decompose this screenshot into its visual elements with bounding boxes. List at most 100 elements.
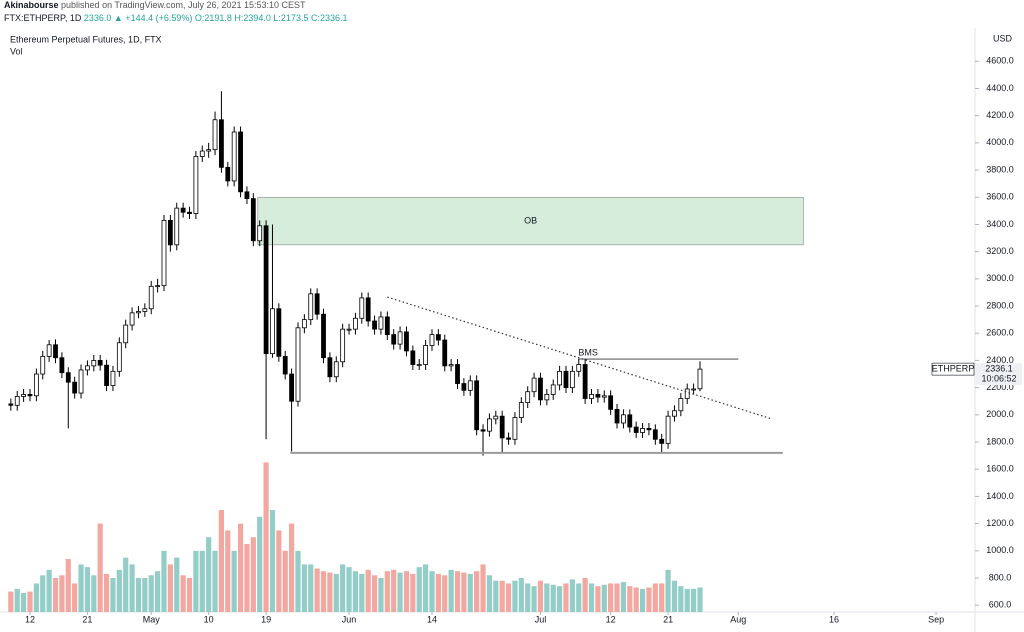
volume-bar [21,592,27,612]
volume-bar [544,583,550,612]
candle-body [525,391,531,403]
candle-body [206,149,212,152]
volume-bar [486,575,493,612]
volume-bar [403,571,410,612]
volume-bar [308,564,314,612]
candle-body [595,394,601,398]
y-tick-label: 4200.0 [986,110,1014,120]
candle-body [633,426,639,433]
volume-bar [442,575,448,612]
candle-body [455,364,460,384]
candle-body [672,410,677,417]
volume-bar [371,575,378,612]
candle-body [27,394,33,397]
volume-label: Vol [10,46,23,56]
volume-bar [391,569,397,612]
volume-bar [340,564,346,612]
y-tick-label: 4600.0 [986,56,1014,66]
x-tick-label: 10 [204,614,214,624]
candle-body [333,361,339,378]
volume-bar [505,583,512,612]
x-tick-label: 19 [261,614,271,624]
ticker-box [931,362,975,376]
volume-bar [665,569,671,612]
y-tick-label: 3200.0 [986,246,1014,256]
volume-bar [365,569,371,612]
candle-body [340,328,346,363]
volume-bar [480,564,486,612]
volume-bar [52,578,59,612]
volume-bar [684,588,690,612]
y-tick-label: 3000.0 [986,273,1014,283]
y-tick-label: 2200.0 [986,382,1014,392]
volume-bar [461,572,467,612]
ticker-label: ETHPERP [932,363,975,373]
candle-body [308,293,314,321]
y-tick-label: 3800.0 [986,164,1014,174]
candle-body [621,414,626,424]
candle-body [155,285,161,288]
candle-body [429,334,435,346]
volume-bar [269,510,276,612]
header: Akinabourse published on TradingView.com… [4,0,306,10]
volume-bar [225,530,231,612]
y-tick-label: 600.0 [989,600,1012,610]
candle-body [544,394,550,401]
candle-body [461,383,467,391]
candle-body [346,328,352,331]
candle-body [365,297,371,322]
x-tick-label: 21 [663,614,673,624]
x-tick-label: 12 [606,614,616,624]
volume-bar [691,588,697,612]
volume-bar [212,550,218,612]
volume-bar [8,591,14,612]
volume-bar [410,573,416,612]
volume-bar [180,575,186,612]
candle-body [538,377,543,401]
volume-bar [639,588,646,612]
candle-body [116,342,122,372]
ob-label: OB [524,215,537,225]
volume-bar [167,564,173,612]
candle-body [276,308,282,357]
candle-body [589,394,594,399]
volume-bar [576,583,582,612]
candle-body [270,308,275,355]
candle-body [123,324,129,344]
volume-bar [78,564,84,612]
candle-body [78,369,84,394]
candle-body [353,317,358,330]
candle-body [97,360,103,366]
volume-bar [295,550,301,612]
volume-bar [333,573,339,612]
volume-bar [493,580,499,612]
candle-body [659,438,665,444]
candle-body [518,402,524,418]
candle-body [282,355,288,375]
candle-body [295,327,301,402]
candle-body [161,219,167,287]
volume-bar [397,572,403,612]
volume-bar [59,575,65,612]
volume-bar [467,573,473,612]
candle-body [550,384,556,395]
candle-body [136,311,141,314]
candle-body [563,370,569,389]
volume-bar [697,587,703,612]
volume-bar [129,564,135,612]
candle-body [480,429,486,432]
volume-bar [155,571,161,612]
volume-bar [525,583,531,612]
publisher: Akinabourse [4,0,59,10]
candle-body [289,373,295,402]
volume-bar [569,579,575,612]
candle-body [53,344,58,359]
volume-bar [550,584,556,612]
volume-bar [352,571,359,612]
candle-body [391,334,397,345]
candle-body [110,370,116,386]
volume-bar [174,557,180,612]
volume-bar [289,523,295,612]
x-tick-label: Aug [730,614,746,624]
